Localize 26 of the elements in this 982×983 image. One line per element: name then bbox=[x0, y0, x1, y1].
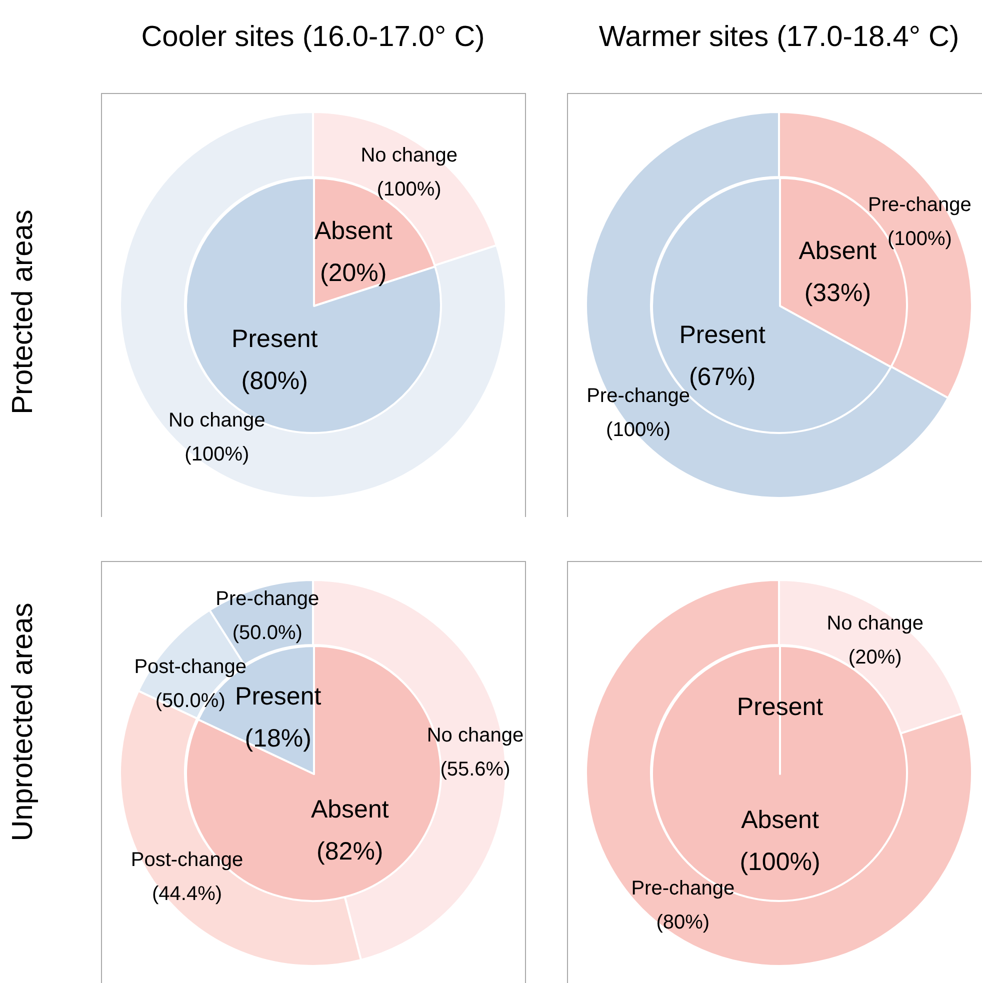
data-label: (33%) bbox=[804, 278, 872, 307]
slice-label: No change (55.6%) bbox=[426, 724, 524, 781]
data-label: (80%) bbox=[241, 367, 308, 396]
chart-title: Cooler sites (16.0-17.0° C) bbox=[141, 20, 485, 54]
data-label: (82%) bbox=[316, 838, 384, 866]
slice-label: Post-change (44.4%) bbox=[130, 849, 244, 906]
data-label: (100%) bbox=[740, 848, 820, 876]
data-label: (67%) bbox=[688, 362, 756, 391]
slice-label: Pre-change (80%) bbox=[631, 877, 735, 934]
slice-label: Absent bbox=[310, 796, 389, 824]
slice-label: Present bbox=[679, 320, 766, 349]
data-label: (20%) bbox=[320, 258, 387, 287]
slice-label: Pre-change (50.0%) bbox=[216, 588, 320, 644]
slice-label: No change (100%) bbox=[168, 409, 266, 466]
category-label: Present bbox=[736, 693, 824, 721]
slice-label: No change (100%) bbox=[360, 144, 458, 201]
text: Protected areas bbox=[6, 210, 40, 414]
slice-label: Absent bbox=[741, 806, 819, 834]
slice-label: Present bbox=[235, 682, 322, 710]
text: Unprotected areas bbox=[6, 602, 40, 842]
chart-title: Warmer sites (17.0-18.4° C) bbox=[598, 20, 960, 54]
data-label: (18%) bbox=[244, 724, 312, 752]
slice-label: Pre-change (100%) bbox=[586, 385, 690, 442]
slice-label: No change (20%) bbox=[826, 612, 924, 669]
slice-label: Absent bbox=[314, 216, 392, 245]
slice-label: Present bbox=[232, 325, 318, 354]
